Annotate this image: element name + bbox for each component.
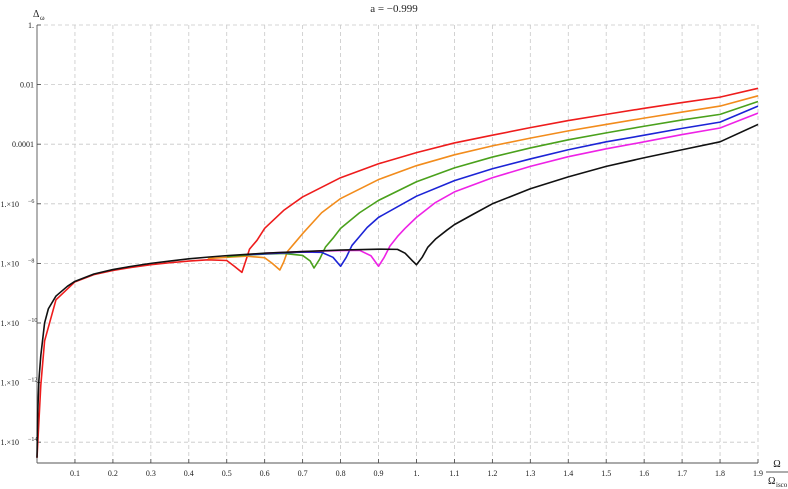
x-tick-label: 1.8 <box>715 469 725 478</box>
y-tick-exponent: −6 <box>28 199 34 205</box>
series-line-5 <box>264 112 759 268</box>
y-tick-exponent: −14 <box>28 437 37 443</box>
y-tick-label: 1.×10 <box>0 319 19 328</box>
y-tick-exponent: −8 <box>28 258 34 264</box>
x-tick-label: 1.3 <box>525 469 535 478</box>
axes <box>36 25 758 464</box>
x-axis-label-denominator-sub: isco <box>776 481 788 489</box>
x-tick-label: 1.6 <box>639 469 649 478</box>
x-axis-label-denominator: Ω <box>768 476 775 487</box>
y-tick-label: 1.×10 <box>0 379 19 388</box>
x-tick-label: 1.7 <box>677 469 687 478</box>
y-axis-label-main: Δ <box>33 9 40 20</box>
x-tick-label: 1.2 <box>487 469 497 478</box>
y-axis-label-sub: ω <box>40 14 45 22</box>
y-tick-label: 1. <box>28 21 34 30</box>
x-tick-label: 0.1 <box>70 469 80 478</box>
x-tick-label: 0.3 <box>146 469 156 478</box>
x-tick-label: 0.2 <box>108 469 118 478</box>
x-tick-label: 0.4 <box>184 469 194 478</box>
x-tick-label: 0.6 <box>260 469 270 478</box>
series-line-3 <box>226 100 759 269</box>
x-tick-label: 1.9 <box>753 469 763 478</box>
y-tick-label: 0.0001 <box>12 140 34 149</box>
y-tick-exponent: −12 <box>28 378 37 384</box>
x-tick-label: 1. <box>413 469 419 478</box>
series-line-6 <box>36 123 759 458</box>
x-tick-label: 0.5 <box>222 469 232 478</box>
series-line-1 <box>36 87 759 458</box>
grid <box>37 24 759 463</box>
y-tick-label: 1.×10 <box>0 259 19 268</box>
x-tick-label: 1.1 <box>449 469 459 478</box>
y-tick-label: 1.×10 <box>0 200 19 209</box>
x-tick-label: 0.9 <box>374 469 384 478</box>
y-axis-label: Δ ω <box>33 9 45 22</box>
y-tick-exponent: −10 <box>28 318 37 324</box>
x-ticks: 0.1 0.2 0.3 0.4 0.5 0.6 0.7 0.8 0.9 1. 1.1 1.2 1.3 1.… <box>70 459 763 478</box>
x-axis-label: Ω Ω isco <box>766 459 788 489</box>
chart-title: a = −0.999 <box>370 3 418 15</box>
y-tick-label: 1.×10 <box>0 438 19 447</box>
series-line-2 <box>207 95 759 271</box>
x-tick-label: 1.4 <box>563 469 573 478</box>
x-tick-label: 1.5 <box>601 469 611 478</box>
y-ticks: 1. 0.01 0.0001 1.×10 −6 1.×10 −8 1.×10 −10 1.×10 −… <box>0 21 41 447</box>
x-tick-label: 0.7 <box>298 469 308 478</box>
y-tick-label: 0.01 <box>20 81 34 90</box>
series-group <box>36 87 759 458</box>
x-axis-label-numerator: Ω <box>773 459 780 470</box>
x-tick-label: 0.8 <box>336 469 346 478</box>
series-line-4 <box>245 105 759 268</box>
